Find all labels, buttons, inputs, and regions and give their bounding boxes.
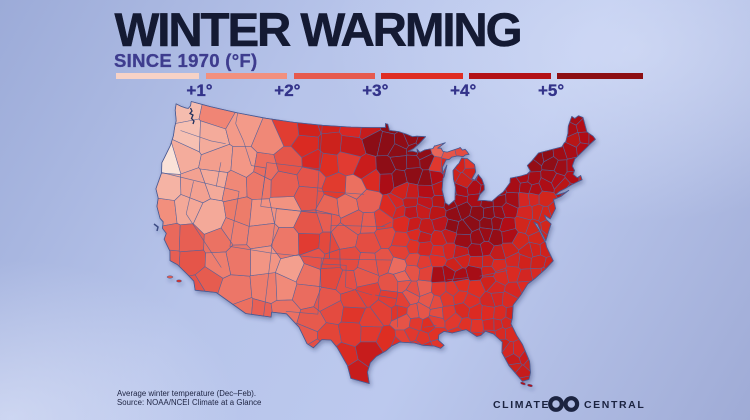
svg-text:CENTRAL: CENTRAL	[584, 399, 645, 411]
svg-text:CLIMATE: CLIMATE	[493, 399, 550, 411]
